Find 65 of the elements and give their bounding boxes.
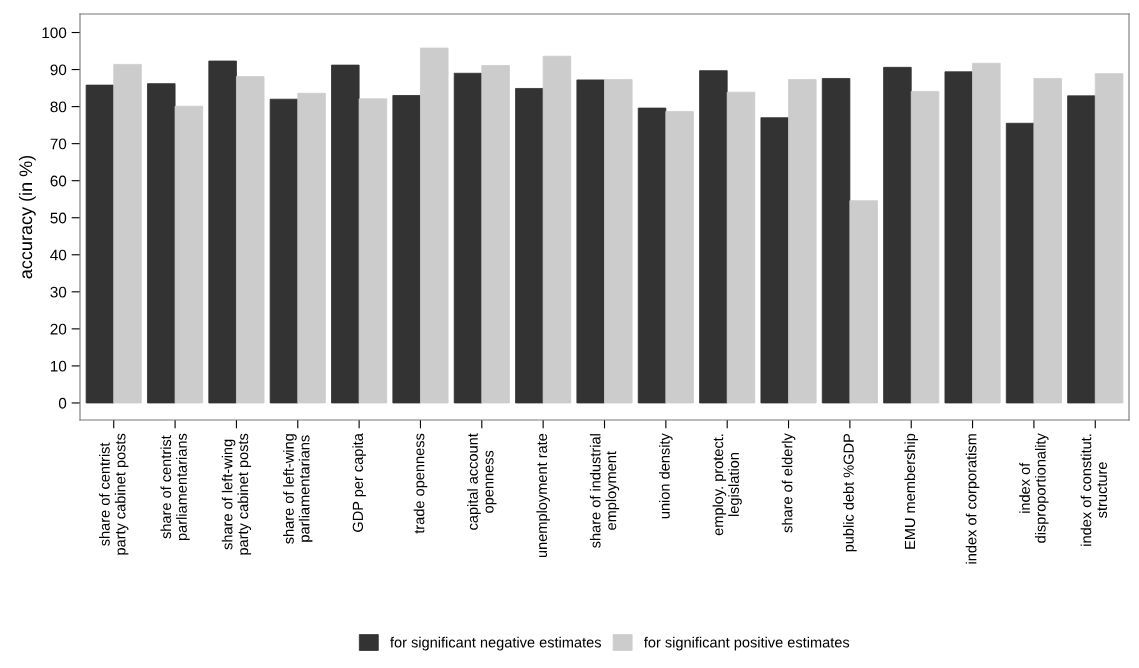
y-tick-label: 90 xyxy=(50,64,67,76)
bar xyxy=(358,98,388,404)
bar xyxy=(542,55,572,404)
bar xyxy=(821,78,851,404)
bar xyxy=(1033,78,1062,404)
legend-label: for significant positive estimates xyxy=(644,636,850,651)
y-axis-title: accuracy (in %) xyxy=(18,155,36,279)
x-tick-label: share of left-wing parliamentarians xyxy=(283,434,313,544)
bar xyxy=(236,76,265,404)
x-tick-label: unemployment rate xyxy=(536,433,550,558)
x-tick-label: index of disproportionality xyxy=(1019,433,1049,543)
bar xyxy=(760,117,789,404)
bar xyxy=(1067,95,1096,404)
bar xyxy=(788,79,817,404)
x-tick-label: public debt %GDP xyxy=(843,433,857,552)
y-tick-label: 40 xyxy=(50,249,67,261)
bar xyxy=(208,60,237,404)
y-tick-label: 30 xyxy=(50,286,67,298)
bar xyxy=(972,62,1001,404)
y-tick-label: 60 xyxy=(50,175,67,187)
bar xyxy=(883,66,912,404)
bar xyxy=(699,70,728,404)
bar xyxy=(392,95,421,404)
bar xyxy=(1094,73,1124,404)
legend-label: for significant negative estimates xyxy=(390,636,601,651)
bar xyxy=(849,200,878,404)
bar xyxy=(726,91,756,404)
y-tick-label: 20 xyxy=(50,323,67,335)
bar xyxy=(910,91,940,404)
bar xyxy=(481,65,510,404)
x-tick-label: capital account openness xyxy=(467,433,497,530)
x-tick-label: employ. protect. legislation xyxy=(712,434,742,536)
bar xyxy=(331,64,360,404)
bar xyxy=(297,92,326,404)
y-tick-label: 70 xyxy=(50,138,67,150)
bar xyxy=(453,72,483,404)
bar xyxy=(604,79,633,404)
x-tick-label: share of left-wing party cabinet posts xyxy=(221,433,252,555)
bar xyxy=(269,98,299,404)
bar xyxy=(1005,122,1035,404)
x-tick-label: index of constitut. structure xyxy=(1080,434,1108,546)
x-tick-label: GDP per capita xyxy=(352,433,366,532)
bar xyxy=(147,83,176,404)
bar xyxy=(113,63,142,404)
bar xyxy=(420,47,449,404)
x-tick-label: EMU membership xyxy=(904,433,919,549)
bar xyxy=(174,105,204,404)
bar xyxy=(944,71,973,404)
bar xyxy=(515,88,544,404)
y-tick-label: 50 xyxy=(50,212,67,224)
y-tick-label: 10 xyxy=(50,360,67,372)
x-tick-label: share of centrist party cabinet posts xyxy=(99,433,129,555)
y-tick-label: 80 xyxy=(50,101,67,113)
bar xyxy=(576,79,605,404)
bar xyxy=(665,111,694,404)
x-tick-label: union density xyxy=(659,433,673,519)
x-tick-label: trade openness xyxy=(413,433,428,534)
y-tick-label: 0 xyxy=(58,397,67,409)
bar xyxy=(637,107,667,404)
x-tick-label: share of centrist parliamentarians xyxy=(160,433,190,541)
y-tick-label: 100 xyxy=(42,27,67,39)
x-tick-label: index of corporatism xyxy=(965,434,980,564)
bar xyxy=(85,84,115,404)
x-tick-label: share of industrial employment xyxy=(589,434,620,548)
x-tick-label: share of elderly xyxy=(781,433,796,533)
